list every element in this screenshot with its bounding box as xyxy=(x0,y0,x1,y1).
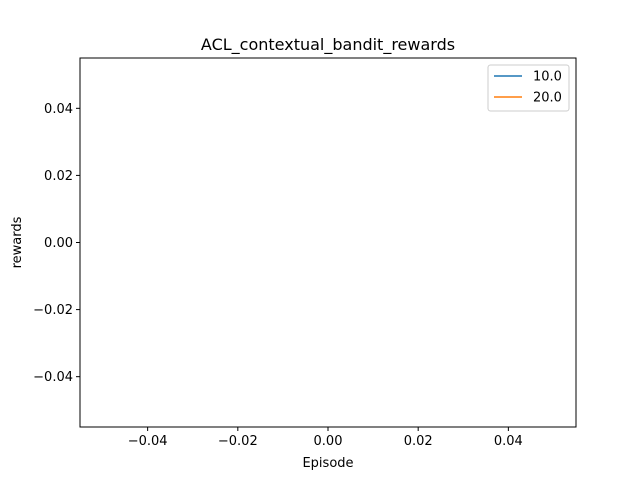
y-tick-label: 0.00 xyxy=(44,236,73,251)
x-tick-label: −0.02 xyxy=(218,434,258,449)
y-axis-ticks: −0.04 −0.02 0.00 0.02 0.04 xyxy=(33,102,80,385)
x-axis-label: Episode xyxy=(302,456,353,471)
chart-title: ACL_contextual_bandit_rewards xyxy=(201,35,455,55)
x-axis-ticks: −0.04 −0.02 0.00 0.02 0.04 xyxy=(128,427,523,449)
x-tick-label: 0.00 xyxy=(314,434,343,449)
y-tick-label: −0.04 xyxy=(33,370,73,385)
y-tick-label: −0.02 xyxy=(33,303,73,318)
y-tick-label: 0.02 xyxy=(44,169,73,184)
plot-frame xyxy=(79,57,577,428)
legend-label-0: 10.0 xyxy=(533,70,562,85)
legend: 10.0 20.0 xyxy=(487,64,570,112)
x-tick-label: 0.04 xyxy=(494,434,523,449)
y-axis-label: rewards xyxy=(10,216,25,268)
legend-label-1: 20.0 xyxy=(533,91,562,106)
y-tick-label: 0.04 xyxy=(44,102,73,117)
plot-area xyxy=(80,58,576,427)
x-tick-label: −0.04 xyxy=(128,434,168,449)
x-tick-label: 0.02 xyxy=(404,434,433,449)
